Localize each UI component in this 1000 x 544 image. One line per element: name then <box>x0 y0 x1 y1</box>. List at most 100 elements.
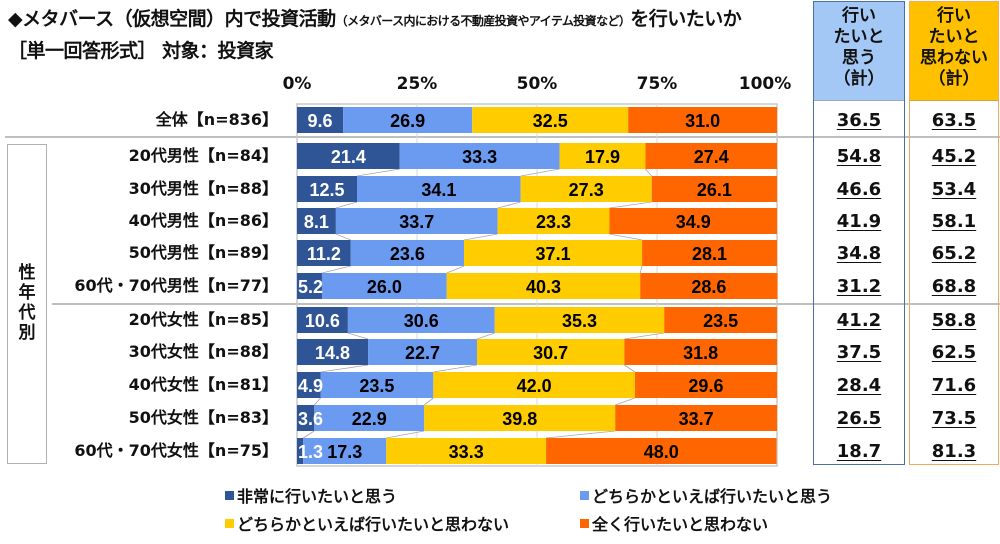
bar-segment <box>494 307 665 333</box>
total-want-value: 37.5 <box>836 342 882 363</box>
bar-segment <box>651 176 777 202</box>
total-column-want: 行い たいと 思う （計） 36.5 54.8 46.6 41.9 34.8 31.2 41.2 3… <box>813 1 905 465</box>
row-label: 50代男性【n=89】 <box>128 243 278 262</box>
legend-label: どちらかといえば行いたいと思わない <box>237 515 510 534</box>
data-label: 8.1 <box>304 212 329 232</box>
x-tick-label: 75% <box>636 74 678 94</box>
total-not-want-value: 58.1 <box>931 211 977 232</box>
data-label: 22.9 <box>352 409 387 429</box>
series-line <box>321 265 351 274</box>
legend-swatch <box>225 518 234 528</box>
separator-gender <box>52 303 1000 305</box>
total-not-want-value: 62.5 <box>931 342 977 363</box>
legend-item: どちらかといえば行いたいと思わない <box>225 511 509 535</box>
group-label: 性年代別 <box>8 263 46 343</box>
bar-segment <box>347 307 495 333</box>
group-label-char: 年 <box>18 283 36 303</box>
group-box-age-gender: 性年代別 <box>7 144 47 464</box>
legend-swatch <box>580 518 589 528</box>
group-label-char: 性 <box>18 263 36 283</box>
data-label: 42.0 <box>517 376 552 396</box>
bar-segment <box>320 372 434 398</box>
total-column-want-header: 行い たいと 思う （計） <box>814 2 904 101</box>
total-not-want-value: 81.3 <box>931 441 977 462</box>
data-label: 27.4 <box>694 147 729 167</box>
data-label: 28.1 <box>692 244 727 264</box>
legend-label: 全く行いたいと思わない <box>592 515 769 534</box>
total-want-value: 36.5 <box>836 110 882 131</box>
bar-segment <box>609 208 777 234</box>
chart-subtitle: ［単一回答形式］ 対象：投資家 <box>8 40 274 62</box>
data-label: 23.6 <box>390 244 425 264</box>
series-line <box>433 364 478 373</box>
bar-segment <box>497 208 610 234</box>
data-label: 3.6 <box>298 409 323 429</box>
series-line <box>386 430 425 439</box>
chart-title: ◆メタバース（仮想空間）内で投資活動（メタバース内における不動産投資やアイテム投… <box>8 4 742 31</box>
bar-segment <box>343 107 473 133</box>
series-line <box>639 265 643 274</box>
data-label: 33.3 <box>462 147 497 167</box>
series-line <box>520 168 560 177</box>
bar-segment <box>297 307 348 333</box>
series-line <box>313 397 321 406</box>
bar-segment <box>546 438 777 464</box>
data-label: 33.7 <box>679 409 714 429</box>
bar-segment <box>559 143 646 169</box>
series-line <box>423 397 434 406</box>
bar-segment <box>399 143 560 169</box>
data-label: 23.5 <box>359 376 394 396</box>
bar-segment <box>303 438 387 464</box>
series-line <box>335 201 358 209</box>
data-label: 14.8 <box>315 343 350 363</box>
data-label: 22.7 <box>405 343 440 363</box>
legend-label: 非常に行いたいと思う <box>237 487 398 506</box>
column-header-line: たいと <box>833 27 885 47</box>
bar-segment <box>297 339 369 365</box>
x-tick-label: 100% <box>738 74 792 94</box>
total-want-value: 26.5 <box>836 408 882 429</box>
legend-label: どちらかといえば行いたいと思う <box>592 487 833 506</box>
series-line <box>446 265 465 274</box>
data-label: 17.9 <box>585 147 620 167</box>
legend-item: 非常に行いたいと思う <box>225 483 397 507</box>
series-line <box>356 168 400 177</box>
series-line <box>645 168 653 177</box>
total-not-want-value: 45.2 <box>931 146 977 167</box>
bar-segment <box>297 240 351 266</box>
title-main-prefix: ◆メタバース（仮想空間）内で投資活動 <box>8 8 336 30</box>
data-label: 21.4 <box>331 147 366 167</box>
bar-segment <box>477 339 625 365</box>
total-not-want-value: 58.8 <box>931 310 977 331</box>
data-label: 28.6 <box>691 277 726 297</box>
column-header-line: 行い <box>937 6 971 26</box>
bar-segment <box>424 405 616 431</box>
bar-segment <box>645 143 777 169</box>
bar-segment <box>472 107 629 133</box>
data-label: 1.3 <box>298 442 323 462</box>
total-column-not-want: 行い たいと 思わない （計） 63.5 45.2 53.4 58.1 65.2 68.8 58.… <box>909 1 999 465</box>
data-label: 31.8 <box>683 343 718 363</box>
total-not-want-value: 65.2 <box>931 243 977 264</box>
data-label: 4.9 <box>298 376 323 396</box>
data-label: 39.8 <box>502 409 537 429</box>
series-line <box>609 201 652 209</box>
bar-segment <box>314 405 425 431</box>
series-line <box>615 397 636 406</box>
data-label: 32.5 <box>533 111 568 131</box>
legend-item: 全く行いたいと思わない <box>580 511 768 535</box>
bar-segment <box>628 107 777 133</box>
bar-segment <box>297 273 322 299</box>
data-label: 29.6 <box>688 376 723 396</box>
group-label-char: 別 <box>18 323 36 343</box>
bar-segment <box>297 438 304 464</box>
data-label: 35.3 <box>562 311 597 331</box>
series-line <box>347 332 369 340</box>
row-label: 20代女性【n=85】 <box>128 310 278 329</box>
row-label: 30代女性【n=88】 <box>128 342 278 361</box>
title-note: （メタバース内における不動産投資やアイテム投資など） <box>335 14 631 28</box>
bar-segment <box>297 107 344 133</box>
bar-segment <box>321 273 447 299</box>
total-want-value: 31.2 <box>836 276 882 297</box>
total-want-value: 41.2 <box>836 310 882 331</box>
